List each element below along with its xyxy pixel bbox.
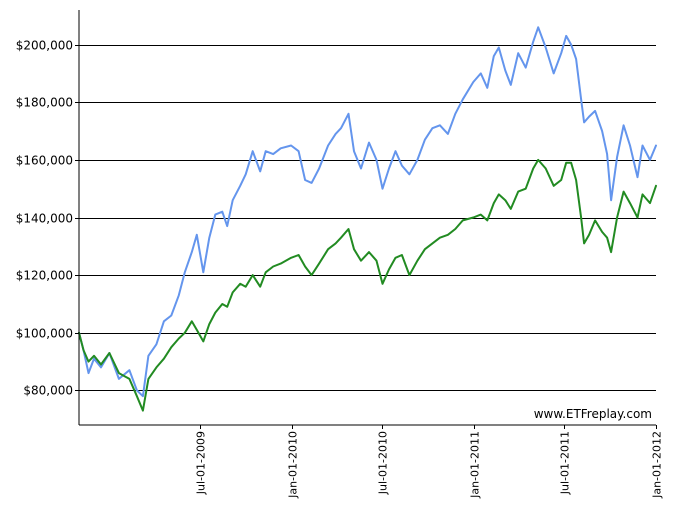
y-tick-label: $200,000 <box>16 39 73 53</box>
y-tick-label: $100,000 <box>16 327 73 341</box>
axes <box>78 10 656 426</box>
y-tick-label: $160,000 <box>16 154 73 168</box>
series-line-1 <box>78 26 657 398</box>
x-tick-label: Jan-01-2012 <box>651 431 664 499</box>
y-axis-ticks: $80,000 $100,000 $120,000 $140,000 $160,000 $… <box>16 39 79 398</box>
series-group <box>78 26 657 412</box>
y-tick-label: $80,000 <box>23 384 73 398</box>
y-tick-label: $180,000 <box>16 96 73 110</box>
y-tick-label: $140,000 <box>16 212 73 226</box>
x-tick-label: Jul-01-2009 <box>195 431 208 495</box>
series-line-2 <box>78 158 657 412</box>
x-tick-label: Jan-01-2011 <box>469 431 482 499</box>
x-tick-label: Jan-01-2010 <box>287 431 300 499</box>
watermark-text: www.ETFreplay.com <box>534 407 652 421</box>
x-tick-label: Jul-01-2010 <box>377 431 390 495</box>
y-tick-label: $120,000 <box>16 269 73 283</box>
gridlines <box>79 45 656 391</box>
x-tick-label: Jul-01-2011 <box>559 431 572 495</box>
x-axis-ticks: Jul-01-2009 Jan-01-2010 Jul-01-2010 Jan-01-… <box>195 425 664 499</box>
